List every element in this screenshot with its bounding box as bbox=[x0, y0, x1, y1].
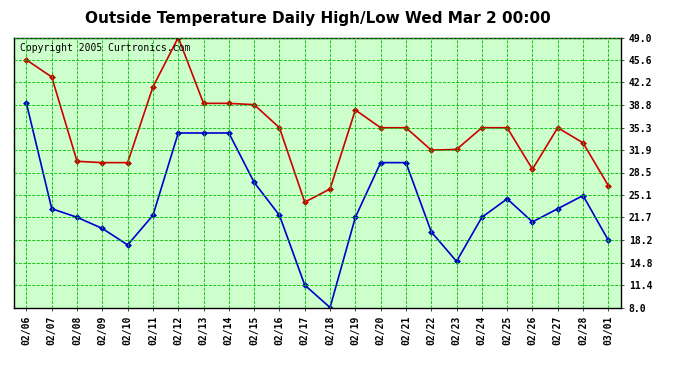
Text: Outside Temperature Daily High/Low Wed Mar 2 00:00: Outside Temperature Daily High/Low Wed M… bbox=[85, 11, 551, 26]
Text: Copyright 2005 Curtronics.com: Copyright 2005 Curtronics.com bbox=[20, 43, 190, 53]
